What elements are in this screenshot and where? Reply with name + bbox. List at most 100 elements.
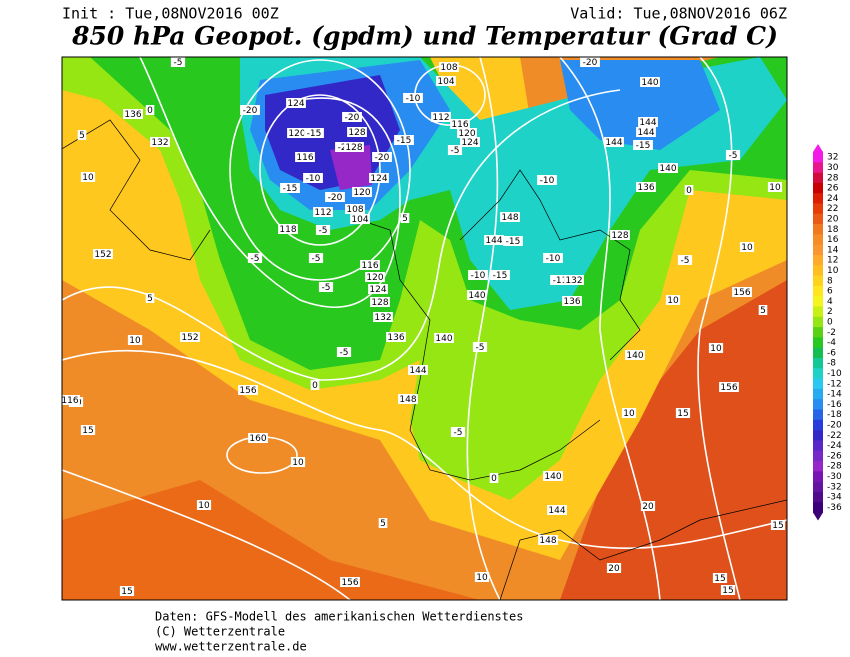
contour-label-box [636, 182, 656, 192]
contour-label: 136 [387, 333, 404, 343]
contour-label-box [77, 130, 87, 140]
isohypse [466, 57, 501, 600]
contour-label-box [365, 272, 385, 282]
contour-label-box [386, 332, 406, 342]
contour-label: -20 [375, 153, 390, 163]
contour-label: -15 [397, 136, 412, 146]
colorbar-label: -34 [827, 493, 842, 503]
contour-label: 160 [249, 434, 266, 444]
contour-label: 20 [608, 564, 620, 574]
map-title: 850 hPa Geopot. (gpdm) und Temperatur (G… [71, 22, 778, 51]
contour-label-box [543, 253, 563, 263]
contour-label-box [310, 380, 320, 390]
colorbar-label: -2 [827, 328, 836, 338]
colorbar-segment [813, 430, 823, 441]
contour-label: -20 [328, 193, 343, 203]
colorbar-label: -36 [827, 503, 842, 513]
colorbar-segment [813, 440, 823, 451]
contour-label-box [295, 152, 315, 162]
contour-label-box [677, 255, 693, 265]
contour-label: -5 [251, 254, 260, 264]
contour-label: 124 [370, 174, 387, 184]
contour-label-box [398, 394, 418, 404]
colorbar-top-arrow [813, 144, 823, 152]
contour-label: 10 [623, 409, 635, 419]
contour-label-box [580, 57, 600, 67]
contour-label: 118 [279, 225, 296, 235]
footer-copyright: (C) Wetterzentrale [155, 625, 285, 639]
contour-label-box [247, 253, 263, 263]
colorbar-segment [813, 306, 823, 318]
contour-label: 20 [642, 502, 654, 512]
isohypse [62, 469, 351, 600]
colorbar-label: -16 [827, 400, 842, 410]
contour-label-box [490, 270, 510, 280]
colorbar-segment [813, 255, 823, 266]
contour-label-box [308, 253, 324, 263]
contour-label-box [431, 112, 451, 122]
colorbar-label: -4 [827, 338, 836, 348]
colorbar-segment [813, 378, 823, 390]
colorbar-segment [813, 296, 823, 307]
contour-label-box [238, 385, 258, 395]
contour-label: 120 [366, 273, 383, 283]
contour-label-box [606, 563, 622, 573]
contour-label-box [340, 577, 360, 587]
contour-label-box [290, 457, 306, 467]
contour-label: 136 [124, 110, 141, 120]
colorbar-label: 22 [827, 204, 838, 214]
contour-label-box [460, 137, 480, 147]
contour-label-box [80, 425, 96, 435]
colorbar-segment [813, 347, 823, 359]
contour-label: 10 [741, 243, 753, 253]
contour-label-box [127, 335, 143, 345]
contour-label: 104 [351, 215, 368, 225]
colorbar-segment [813, 316, 823, 328]
contour-label-box [248, 433, 268, 443]
colorbar-label: 8 [827, 276, 833, 286]
contour-label-box [368, 284, 388, 294]
colorbar-label: 10 [827, 266, 839, 276]
colorbar-segment [813, 419, 823, 431]
contour-label: 144 [637, 128, 654, 138]
contour-label: 10 [292, 458, 304, 468]
contour-label: 15 [714, 574, 725, 584]
colorbar-label: -28 [827, 462, 842, 472]
contour-label: -5 [322, 283, 331, 293]
contour-label-box [345, 204, 365, 214]
contour-label: -5 [476, 343, 485, 353]
contour-label-box [119, 586, 135, 596]
coastline [459, 169, 641, 361]
colorbar-segment [813, 368, 823, 379]
contour-label-box [372, 152, 392, 162]
contour-label-box [318, 282, 334, 292]
contour-label-box [633, 140, 653, 150]
contour-label: -10 [306, 174, 321, 184]
contour-label-box [684, 185, 694, 195]
contour-label: 120 [353, 188, 370, 198]
colorbar-label: 32 [827, 153, 838, 163]
contour-label: -20 [243, 106, 258, 116]
contour-label: -11 [553, 276, 568, 286]
contour-label: 144 [548, 506, 565, 516]
colorbar-label: -8 [827, 359, 836, 369]
contour-label-box [562, 296, 582, 306]
contour-label-box [758, 305, 768, 315]
contour-label-box [675, 408, 691, 418]
contour-label-box [543, 471, 563, 481]
colorbar-label: 18 [827, 225, 839, 235]
contour-label-box [767, 182, 783, 192]
contour-label: 10 [198, 501, 210, 511]
contour-label: -5 [319, 226, 328, 236]
contour-label: 108 [346, 205, 363, 215]
contour-label-box [625, 350, 645, 360]
contour-label: 15 [121, 587, 132, 597]
contour-label-box [278, 224, 298, 234]
contour-label: -5 [681, 256, 690, 266]
colorbar-segment [813, 285, 823, 297]
contour-label-box [373, 312, 393, 322]
contour-label: 116 [451, 120, 468, 130]
contour-label-box [336, 347, 352, 357]
valid-time: Valid: Tue,08NOV2016 06Z [570, 5, 787, 23]
contour-label-box [403, 93, 423, 103]
